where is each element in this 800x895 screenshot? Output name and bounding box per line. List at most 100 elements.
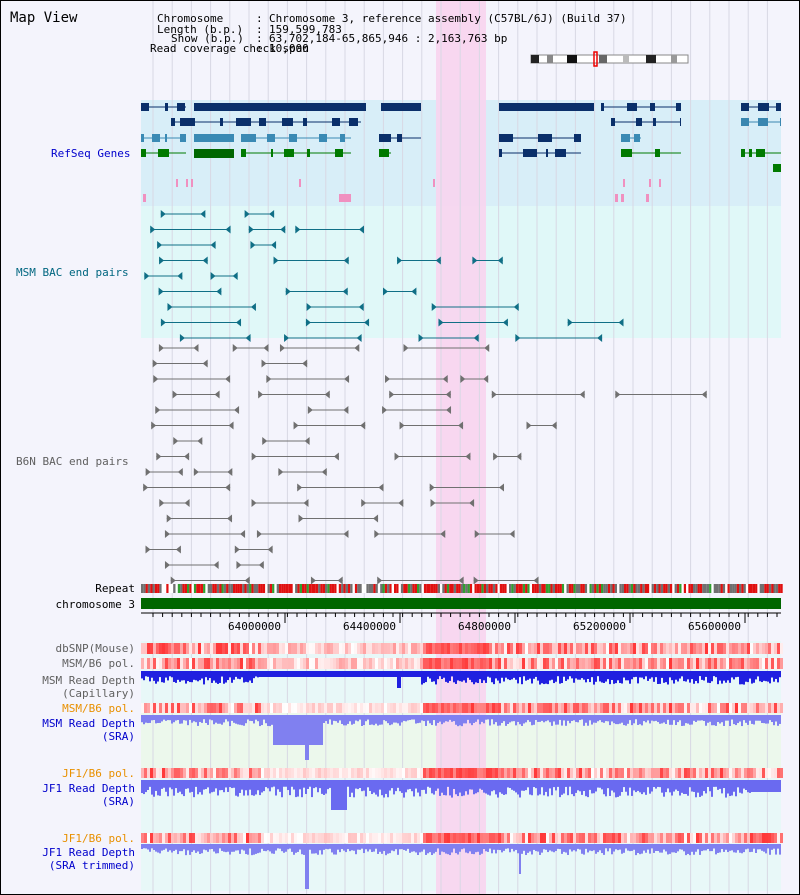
depth-bar bbox=[221, 844, 223, 851]
depth-bar bbox=[295, 780, 297, 798]
depth-bar bbox=[193, 671, 195, 680]
depth-bar bbox=[177, 844, 179, 855]
depth-bar bbox=[731, 715, 733, 720]
heat-cell bbox=[636, 643, 639, 654]
repeat-block bbox=[159, 584, 162, 593]
depth-bar bbox=[225, 715, 227, 720]
heat-cell bbox=[720, 703, 723, 713]
heat-cell bbox=[681, 643, 684, 654]
heat-cell bbox=[312, 643, 315, 654]
heat-cell bbox=[231, 768, 234, 778]
heat-cell bbox=[600, 768, 603, 778]
pair-end bbox=[321, 468, 327, 476]
heat-cell bbox=[327, 658, 330, 669]
depth-bar bbox=[269, 844, 271, 852]
refseq-track-label[interactable]: RefSeq Genes bbox=[51, 147, 131, 160]
heat-cell bbox=[465, 703, 468, 713]
depth-bar bbox=[705, 844, 707, 851]
depth-bar bbox=[319, 715, 321, 745]
depth-bar bbox=[697, 844, 699, 850]
depth-bar bbox=[621, 715, 623, 723]
pair-end bbox=[153, 375, 159, 383]
depth-bar bbox=[167, 671, 169, 681]
depth-bar bbox=[203, 780, 205, 790]
pair-end bbox=[159, 256, 165, 265]
depth-bar bbox=[407, 844, 409, 849]
depth-bar bbox=[309, 715, 311, 745]
heat-cell bbox=[381, 703, 384, 713]
depth-bar bbox=[651, 715, 653, 721]
heat-cell bbox=[615, 768, 618, 778]
repeat-block bbox=[446, 584, 450, 593]
heat-cell bbox=[474, 658, 477, 669]
depth-bar bbox=[739, 844, 741, 853]
depth-bar bbox=[711, 844, 713, 852]
heat-cell bbox=[735, 703, 738, 713]
b6n-bac-track-label[interactable]: B6N BAC end pairs bbox=[16, 455, 129, 468]
depth-bar bbox=[255, 671, 257, 677]
depth-bar bbox=[763, 780, 765, 792]
repeat-block bbox=[780, 584, 783, 593]
msm-bac-track-label[interactable]: MSM BAC end pairs bbox=[16, 266, 129, 279]
repeat-block bbox=[249, 584, 252, 593]
heat-cell bbox=[573, 643, 576, 654]
heat-cell bbox=[522, 833, 525, 843]
depth-bar bbox=[229, 715, 231, 727]
heat-cell bbox=[306, 658, 309, 669]
heat-cell bbox=[726, 703, 729, 713]
repeat-block bbox=[382, 584, 385, 593]
depth-bar bbox=[277, 780, 279, 790]
heat-cell bbox=[723, 833, 726, 843]
depth-bar bbox=[639, 715, 641, 725]
heat-cell bbox=[768, 643, 771, 654]
heat-cell bbox=[699, 768, 702, 778]
heat-cell bbox=[408, 768, 411, 778]
depth-bar bbox=[477, 671, 479, 684]
depth-bar bbox=[235, 780, 237, 796]
depth-bar bbox=[715, 780, 717, 787]
depth-bar bbox=[351, 671, 353, 677]
depth-bar bbox=[539, 671, 541, 685]
heat-cell bbox=[288, 833, 291, 843]
depth-bar bbox=[351, 844, 353, 851]
depth-bar bbox=[747, 780, 749, 793]
heat-cell bbox=[561, 768, 564, 778]
repeat-block bbox=[262, 584, 266, 593]
pair-end bbox=[234, 545, 240, 554]
depth-bar bbox=[475, 715, 477, 722]
depth-bar bbox=[269, 780, 271, 792]
gene-exon bbox=[332, 118, 340, 126]
repeat-block bbox=[499, 584, 503, 593]
depth-bar bbox=[519, 844, 521, 874]
chromosome-key: Chromosome bbox=[157, 12, 224, 25]
repeat-block bbox=[467, 584, 470, 593]
repeat-track-label: Repeat bbox=[95, 582, 135, 595]
depth-bar bbox=[517, 780, 519, 795]
heat-cell bbox=[321, 643, 324, 654]
heat-cell bbox=[378, 658, 381, 669]
repeat-block bbox=[331, 584, 335, 593]
depth-bar bbox=[497, 715, 499, 726]
repeat-block bbox=[624, 584, 627, 593]
heat-cell bbox=[507, 768, 510, 778]
depth-bar bbox=[261, 715, 263, 726]
repeat-block bbox=[233, 584, 236, 593]
depth-bar bbox=[753, 671, 755, 683]
heat-cell bbox=[240, 833, 243, 843]
axis-tick-label: 64000000 bbox=[228, 620, 281, 633]
depth-bar bbox=[585, 715, 587, 723]
depth-bar bbox=[395, 671, 397, 677]
repeat-block bbox=[610, 584, 613, 593]
heat-cell bbox=[279, 833, 282, 843]
heat-cell bbox=[498, 768, 501, 778]
repeat-block bbox=[276, 584, 279, 593]
pair-end bbox=[374, 530, 380, 538]
heat-cell bbox=[351, 703, 354, 713]
heat-cell bbox=[489, 833, 492, 843]
depth-bar bbox=[183, 844, 185, 850]
repeat-block bbox=[341, 584, 344, 593]
heat-cell bbox=[165, 658, 168, 669]
depth-bar bbox=[297, 715, 299, 745]
depth-bar bbox=[677, 780, 679, 791]
